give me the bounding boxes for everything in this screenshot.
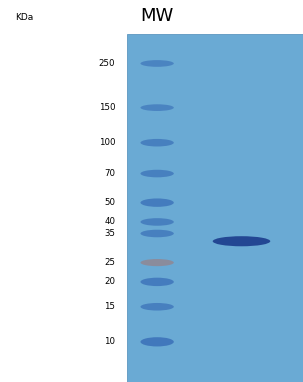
Text: KDa: KDa [15, 13, 33, 22]
Text: 40: 40 [104, 217, 115, 227]
Ellipse shape [141, 170, 174, 177]
Ellipse shape [141, 218, 174, 226]
Text: 15: 15 [104, 302, 115, 311]
Text: MW: MW [141, 7, 174, 25]
Text: 50: 50 [104, 198, 115, 207]
Ellipse shape [141, 60, 174, 67]
Ellipse shape [141, 230, 174, 237]
Text: 100: 100 [99, 138, 115, 147]
Ellipse shape [141, 139, 174, 146]
Text: 70: 70 [104, 169, 115, 178]
Ellipse shape [141, 104, 174, 111]
Ellipse shape [141, 259, 174, 266]
Ellipse shape [141, 198, 174, 207]
Text: 250: 250 [99, 59, 115, 68]
Ellipse shape [141, 303, 174, 311]
Ellipse shape [141, 278, 174, 286]
FancyBboxPatch shape [127, 34, 303, 382]
Ellipse shape [213, 236, 270, 246]
Text: 25: 25 [104, 258, 115, 267]
Text: 150: 150 [99, 103, 115, 112]
Ellipse shape [141, 337, 174, 346]
Text: 35: 35 [104, 229, 115, 238]
Text: 20: 20 [104, 277, 115, 286]
Text: 10: 10 [104, 337, 115, 346]
